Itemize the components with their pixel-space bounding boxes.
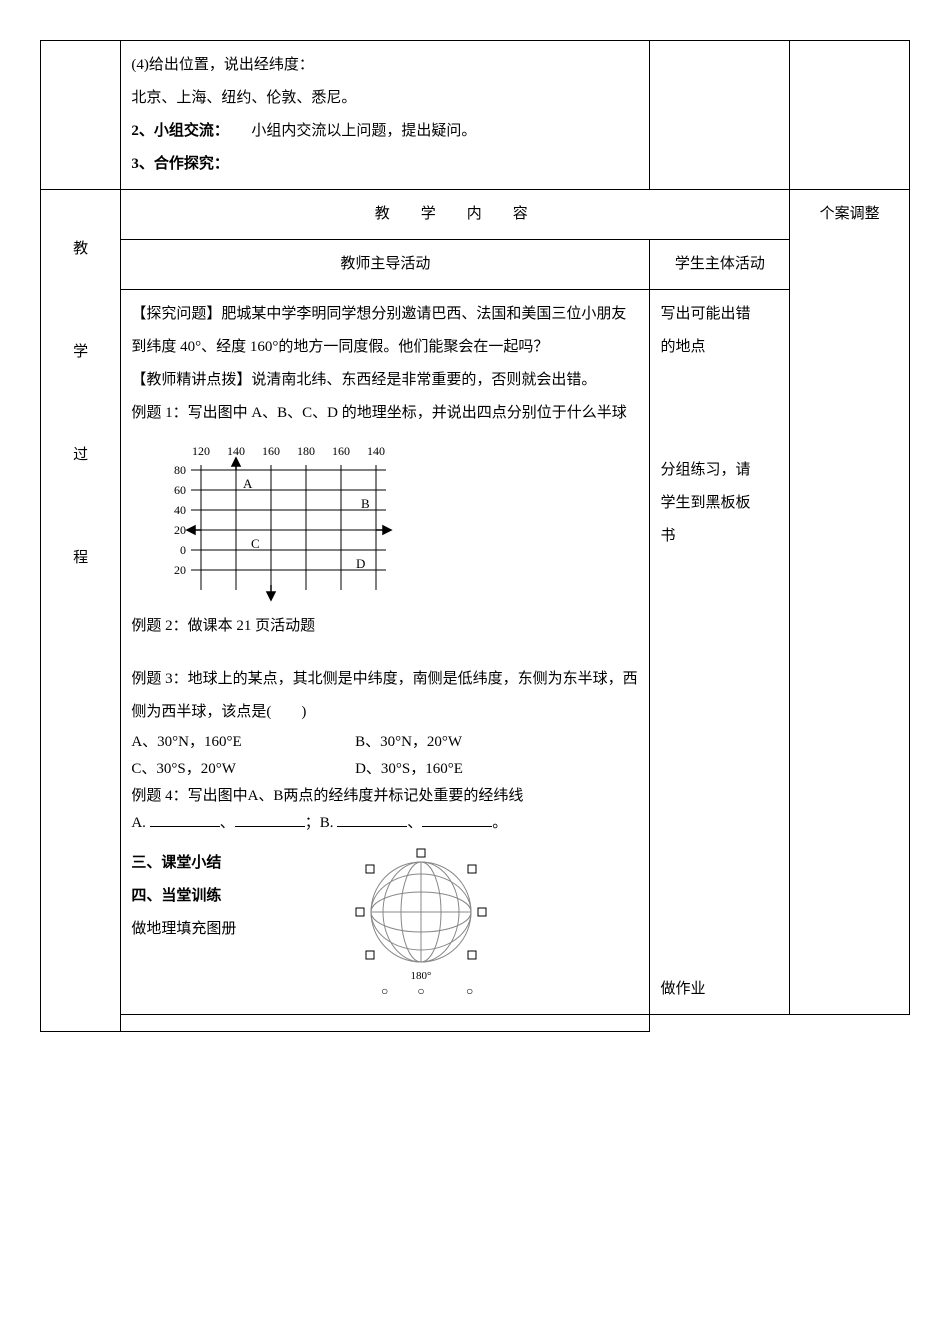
top-line-1: (4)给出位置，说出经纬度： xyxy=(131,49,639,82)
blank-a1[interactable] xyxy=(150,811,220,827)
group-exchange-label: 2、小组交流： xyxy=(131,123,221,139)
x-label-1: 140 xyxy=(227,444,245,458)
right-note-2c: 书 xyxy=(660,520,779,553)
example-4: 例题 4：写出图中A、B两点的经纬度并标记处重要的经纬线 xyxy=(131,783,639,810)
marker-2: ○ xyxy=(466,984,473,997)
case-adjust-body xyxy=(121,1015,650,1032)
right-note-2b: 学生到黑板板 xyxy=(660,487,779,520)
teaching-content-header: 教 学 内 容 xyxy=(121,190,790,240)
globe-180-label: 180° xyxy=(411,970,432,982)
option-row-1: A、30°N，160°E B、30°N，20°W xyxy=(131,729,639,756)
left-char-1: 教 xyxy=(51,198,110,301)
y-label-1: 60 xyxy=(174,483,186,497)
coop-explore-label: 3、合作探究： xyxy=(131,148,639,181)
blank-b1[interactable] xyxy=(337,811,407,827)
right-spacer-1 xyxy=(660,364,779,454)
x-label-5: 140 xyxy=(367,444,385,458)
top-line-2: 北京、上海、纽约、伦敦、悉尼。 xyxy=(131,82,639,115)
explore-paragraph: 【探究问题】肥城某中学李明同学想分别邀请巴西、法国和美国三位小朋友到纬度 40°… xyxy=(131,298,639,364)
right-note-2a: 分组练习，请 xyxy=(660,454,779,487)
blank-b-label: ；B. xyxy=(305,815,338,831)
main-body-cell: 【探究问题】肥城某中学李明同学想分别邀请巴西、法国和美国三位小朋友到纬度 40°… xyxy=(121,290,650,1015)
left-char-3: 过 xyxy=(51,404,110,507)
x-label-2: 160 xyxy=(262,444,280,458)
y-label-2: 40 xyxy=(174,503,186,517)
blank-a2[interactable] xyxy=(235,811,305,827)
x-label-4: 160 xyxy=(332,444,350,458)
example-3: 例题 3：地球上的某点，其北侧是中纬度，南侧是低纬度，东侧为东半球，西侧为西半球… xyxy=(131,663,639,729)
left-char-2: 学 xyxy=(51,301,110,404)
top-right1-empty xyxy=(650,41,790,190)
blank-end: 。 xyxy=(492,815,507,831)
marker-0: ○ xyxy=(381,984,388,997)
left-vertical-label: 教 学 过 程 xyxy=(41,190,121,1032)
section-4: 四、当堂训练 xyxy=(131,880,331,913)
top-content-cell: (4)给出位置，说出经纬度： 北京、上海、纽约、伦敦、悉尼。 2、小组交流： 小… xyxy=(121,41,650,190)
option-c: C、30°S，20°W xyxy=(131,756,351,783)
top-left-empty xyxy=(41,41,121,190)
explore-label: 【探究问题】 xyxy=(131,306,221,322)
x-label-3: 180 xyxy=(297,444,315,458)
group-exchange-body: 小组内交流以上问题，提出疑问。 xyxy=(221,123,476,139)
option-a: A、30°N，160°E xyxy=(131,729,351,756)
tips-paragraph: 【教师精讲点拨】说清南北纬、东西经是非常重要的，否则就会出错。 xyxy=(131,364,639,397)
example-2: 例题 2：做课本 21 页活动题 xyxy=(131,610,639,643)
y-label-5: 20 xyxy=(174,563,186,577)
spacer xyxy=(131,643,639,663)
marker-1: ○ xyxy=(418,984,425,997)
y-label-3: 20 xyxy=(174,523,186,537)
globe-diagram: 180° ○ ○ ○ xyxy=(331,847,511,997)
example-4-blanks: A. 、 ；B. 、 。 xyxy=(131,810,639,837)
example-1: 例题 1：写出图中 A、B、C、D 的地理坐标，并说出四点分别位于什么半球 xyxy=(131,397,639,430)
section-3: 三、课堂小结 xyxy=(131,847,331,880)
tips-text: 说清南北纬、东西经是非常重要的，否则就会出错。 xyxy=(251,372,596,388)
point-b-label: B xyxy=(361,496,370,511)
y-label-0: 80 xyxy=(174,463,186,477)
top-line-3: 2、小组交流： 小组内交流以上问题，提出疑问。 xyxy=(131,115,639,148)
student-activity-header: 学生主体活动 xyxy=(650,240,790,290)
right-note-3: 做作业 xyxy=(660,973,779,1006)
blank-sep1: 、 xyxy=(220,815,235,831)
x-label-0: 120 xyxy=(192,444,210,458)
student-activity-cell: 写出可能出错 的地点 分组练习，请 学生到黑板板 书 做作业 xyxy=(650,290,790,1015)
right-note-1b: 的地点 xyxy=(660,331,779,364)
option-row-2: C、30°S，20°W D、30°S，160°E xyxy=(131,756,639,783)
left-char-4: 程 xyxy=(51,507,110,610)
case-adjust-header: 个案调整 xyxy=(790,190,910,1015)
option-d: D、30°S，160°E xyxy=(355,761,463,777)
tips-label: 【教师精讲点拨】 xyxy=(131,372,251,388)
lesson-table: (4)给出位置，说出经纬度： 北京、上海、纽约、伦敦、悉尼。 2、小组交流： 小… xyxy=(40,40,910,1032)
blank-a-label: A. xyxy=(131,815,149,831)
blank-sep2: 、 xyxy=(407,815,422,831)
right-spacer-2 xyxy=(660,553,779,973)
teacher-lead-header: 教师主导活动 xyxy=(121,240,650,290)
point-a-label: A xyxy=(243,476,253,491)
blank-b2[interactable] xyxy=(422,811,492,827)
grid-chart: 120 140 160 180 160 140 80 60 40 20 0 20 xyxy=(131,430,431,610)
point-c-label: C xyxy=(251,536,260,551)
y-label-4: 0 xyxy=(180,543,186,557)
point-d-label: D xyxy=(356,556,365,571)
right-note-1a: 写出可能出错 xyxy=(660,298,779,331)
workbook-line: 做地理填充图册 xyxy=(131,913,331,946)
option-b: B、30°N，20°W xyxy=(355,734,462,750)
top-right2-empty xyxy=(790,41,910,190)
